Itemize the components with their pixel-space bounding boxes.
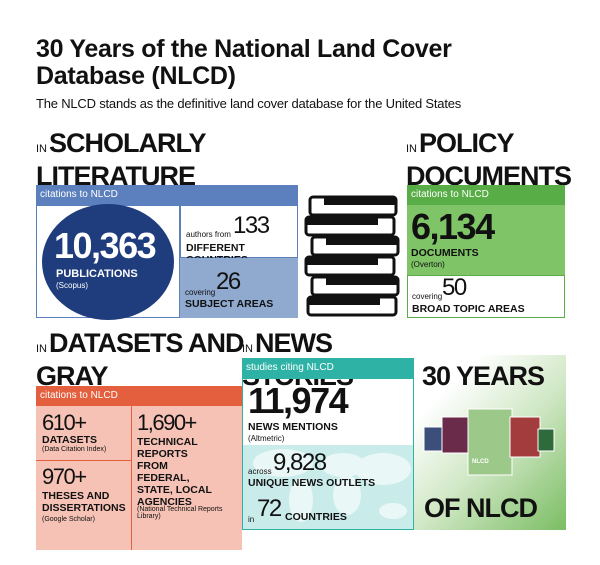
divider <box>131 406 132 550</box>
stat-source: (Data Citation Index) <box>42 446 107 453</box>
stat-label: NEWS MENTIONS <box>248 421 338 433</box>
world-map <box>243 445 413 529</box>
divider <box>36 460 131 461</box>
stat-value: 50 <box>442 274 467 301</box>
panel: 11,974 NEWS MENTIONS (Altmetric) across … <box>242 378 414 530</box>
stat-label: THESES AND DISSERTATIONS <box>42 490 126 514</box>
heading: POLICY DOCUMENTS <box>406 128 572 191</box>
heading-prefix: IN <box>242 343 253 355</box>
map-label: NLCD <box>472 459 489 465</box>
stat-value: 610+ <box>42 410 87 435</box>
stat-label: COUNTRIES <box>285 511 347 523</box>
stat-prefix: in <box>248 515 255 524</box>
stat-label: DOCUMENTS <box>411 247 479 259</box>
stat-source: (Scopus) <box>56 281 89 290</box>
stat-value: 133 <box>233 212 270 239</box>
stat-value: 10,363 <box>54 225 157 266</box>
stat-source: (Altmetric) <box>248 434 285 443</box>
heading-prefix: IN <box>406 143 417 155</box>
stat-label: DATASETS <box>42 434 98 446</box>
stat-prefix: across <box>248 467 272 476</box>
section-heading: INPOLICY DOCUMENTS <box>406 130 576 190</box>
section-bar: studies citing NLCD <box>242 358 414 378</box>
circle: 10,363 PUBLICATIONS (Scopus) <box>42 204 174 320</box>
anniversary-top: 30 YEARS <box>422 361 545 391</box>
panel: 610+ DATASETS (Data Citation Index) 970+… <box>36 406 242 550</box>
stat-label: UNIQUE NEWS OUTLETS <box>248 477 376 489</box>
stat-source: (Google Scholar) <box>42 516 95 523</box>
heading-prefix: IN <box>36 343 47 355</box>
panel: covering 50 BROAD TOPIC AREAS <box>407 275 565 318</box>
panel: covering 26 SUBJECT AREAS <box>180 258 298 318</box>
map-collage <box>423 408 555 476</box>
stat-label: PUBLICATIONS <box>56 268 138 280</box>
books-icon <box>304 195 400 317</box>
stat-source: (Overton) <box>411 260 445 269</box>
anniversary-panel: 30 YEARS NLCD OF NLCD <box>414 355 566 530</box>
section-bar: citations to NLCD <box>36 386 242 406</box>
stat-value: 1,690+ <box>137 410 197 435</box>
section-bar: citations to NLCD <box>407 185 565 205</box>
stat-label: TECHNICAL REPORTS FROM FEDERAL, STATE, L… <box>137 436 212 508</box>
stat-value: 6,134 <box>411 206 495 247</box>
subtitle: The NLCD stands as the definitive land c… <box>36 96 462 111</box>
stat-prefix: covering <box>185 288 216 297</box>
stat-prefix: covering <box>412 292 443 301</box>
stat-prefix: authors from <box>186 230 231 239</box>
stat-source: (National Technical Reports Library) <box>137 506 223 520</box>
stat-label: SUBJECT AREAS <box>185 298 274 310</box>
stat-value: 72 <box>257 495 282 522</box>
title: 30 Years of the National Land Cover Data… <box>36 35 452 90</box>
stat-value: 26 <box>216 268 241 295</box>
stat-value: 970+ <box>42 464 87 489</box>
panel: authors from 133 DIFFERENT COUNTRIES <box>180 205 298 266</box>
stat-label: BROAD TOPIC AREAS <box>412 303 525 315</box>
section-heading: INSCHOLARLY LITERATURE <box>36 130 236 190</box>
stat-value: 11,974 <box>248 380 349 421</box>
section-bar: citations to NLCD <box>36 185 298 205</box>
heading: SCHOLARLY LITERATURE <box>36 128 206 191</box>
anniversary-bottom: OF NLCD <box>424 493 538 523</box>
heading-prefix: IN <box>36 143 47 155</box>
stat-value: 9,828 <box>273 449 327 476</box>
panel: 6,134 DOCUMENTS (Overton) <box>407 205 565 275</box>
